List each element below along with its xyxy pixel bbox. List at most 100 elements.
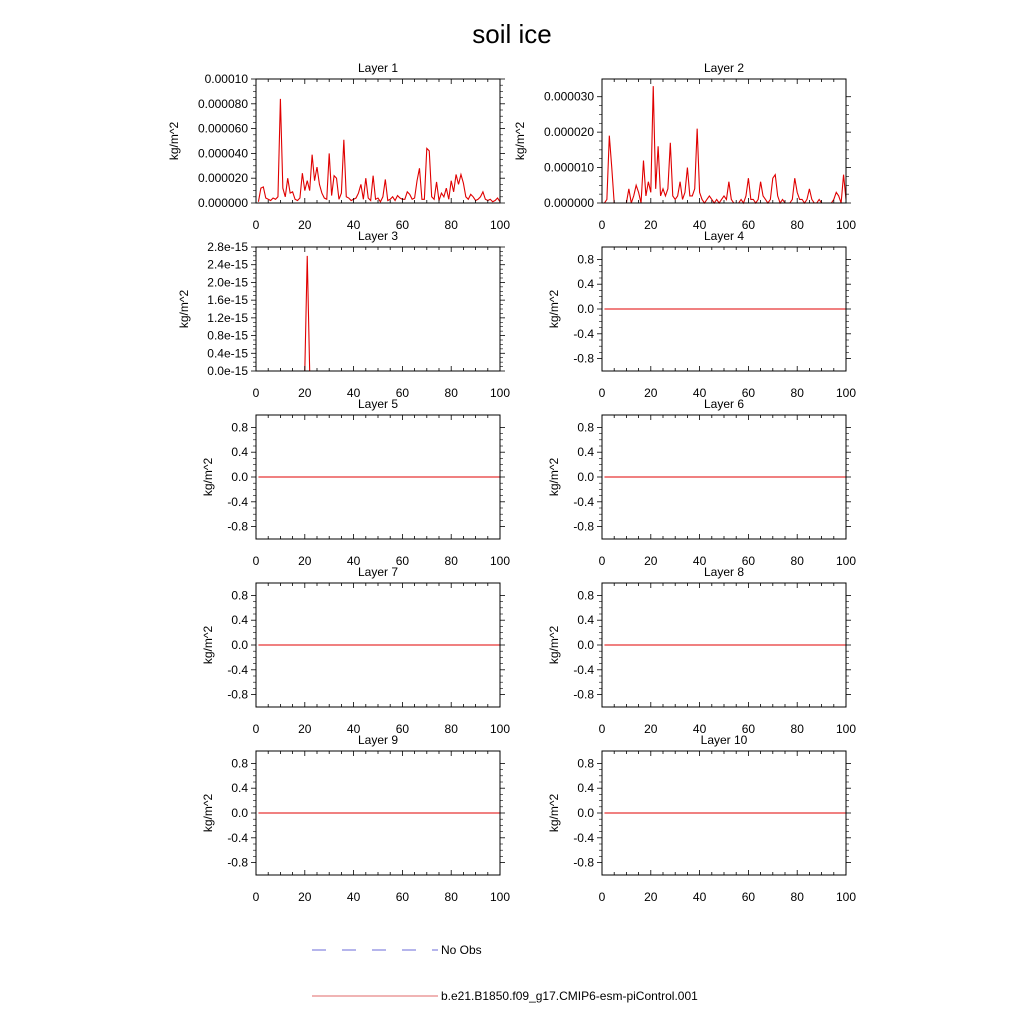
layer-10-x-tick-label: 100	[836, 890, 856, 904]
layer-1-y-tick-label: 0.00010	[205, 72, 249, 86]
layer-10-x-tick-label: 80	[791, 890, 805, 904]
layer-5-x-tick-label: 40	[347, 554, 361, 568]
layer-8-x-tick-label: 100	[836, 722, 856, 736]
layer-7-y-tick-label: 0.8	[231, 588, 248, 602]
layer-9-x-tick-label: 80	[445, 890, 459, 904]
layer-6-x-tick-label: 40	[693, 554, 707, 568]
layer-2-x-tick-label: 20	[644, 218, 658, 232]
layer-3-x-tick-label: 0	[253, 386, 260, 400]
layer-4-y-tick-label: 0.4	[577, 277, 594, 291]
layer-5-panel: Layer 5 0 20 40 60 80 100 -0.8 -0.4 0.0 0.4 0.8 kg/m…	[201, 397, 510, 568]
layer-8-title: Layer 8	[704, 565, 744, 579]
layer-9-x-tick-label: 20	[298, 890, 312, 904]
layer-5-x-tick-label: 100	[490, 554, 510, 568]
layer-1-series-line	[257, 98, 501, 203]
layer-5-x-tick-label: 60	[396, 554, 410, 568]
layer-4-x-tick-label: 20	[644, 386, 658, 400]
layer-8-y-tick-label: -0.8	[573, 688, 594, 702]
layer-4-y-tick-label: 0.8	[577, 252, 594, 266]
layer-8-y-axis-label: kg/m^2	[547, 626, 561, 665]
layer-1-y-tick-label: 0.000040	[198, 146, 248, 160]
layer-7-x-tick-label: 100	[490, 722, 510, 736]
layer-9-y-tick-label: 0.4	[231, 781, 248, 795]
layer-2-y-axis-label: kg/m^2	[513, 122, 527, 161]
layer-1-y-tick-label: 0.000080	[198, 97, 248, 111]
layer-8-y-tick-label: 0.4	[577, 613, 594, 627]
figure-title: soil ice	[472, 19, 551, 49]
layer-6-y-tick-label: 0.4	[577, 445, 594, 459]
layer-1-y-tick-label: 0.000060	[198, 122, 248, 136]
layer-3-y-tick-label: 2.0e-15	[207, 275, 248, 289]
layer-3-series-line	[256, 255, 500, 372]
layer-9-x-tick-label: 40	[347, 890, 361, 904]
layer-3-x-tick-label: 60	[396, 386, 410, 400]
layer-6-x-tick-label: 0	[599, 554, 606, 568]
layer-8-x-tick-label: 80	[791, 722, 805, 736]
layer-2-x-tick-label: 40	[693, 218, 707, 232]
layer-7-y-tick-label: -0.8	[227, 688, 248, 702]
layer-3-x-tick-label: 40	[347, 386, 361, 400]
layer-1-x-tick-label: 20	[298, 218, 312, 232]
layer-5-y-axis-label: kg/m^2	[201, 458, 215, 497]
layer-5-x-tick-label: 20	[298, 554, 312, 568]
layer-10-x-tick-label: 20	[644, 890, 658, 904]
layer-2-x-tick-label: 80	[791, 218, 805, 232]
layer-1-x-tick-label: 60	[396, 218, 410, 232]
layer-10-title: Layer 10	[701, 733, 748, 747]
layer-1-title: Layer 1	[358, 61, 398, 75]
layer-3-x-tick-label: 80	[445, 386, 459, 400]
layer-6-title: Layer 6	[704, 397, 744, 411]
layer-1-y-tick-label: 0.000000	[198, 196, 248, 210]
layer-3-frame	[255, 246, 501, 372]
layer-2-panel: Layer 2 0 20 40 60 80 100 0.000000 0.000010 0.000…	[513, 61, 856, 232]
layer-1-x-tick-label: 80	[445, 218, 459, 232]
layer-4-x-tick-label: 80	[791, 386, 805, 400]
layer-5-title: Layer 5	[358, 397, 398, 411]
layer-2-y-tick-label: 0.000000	[544, 196, 594, 210]
layer-4-title: Layer 4	[704, 229, 744, 243]
layer-1-panel: Layer 1 0 20 40 60 80 100 0.000000 0.000020 0.000…	[167, 61, 510, 232]
layer-10-x-tick-label: 60	[742, 890, 756, 904]
layer-10-y-tick-label: 0.8	[577, 756, 594, 770]
layer-2-x-tick-label: 100	[836, 218, 856, 232]
layer-7-y-tick-label: 0.4	[231, 613, 248, 627]
layer-5-y-tick-label: 0.8	[231, 420, 248, 434]
layer-10-y-tick-label: -0.8	[573, 856, 594, 870]
layer-6-y-axis-label: kg/m^2	[547, 458, 561, 497]
layer-5-x-tick-label: 0	[253, 554, 260, 568]
layer-2-x-tick-label: 0	[599, 218, 606, 232]
layer-9-x-tick-label: 0	[253, 890, 260, 904]
layer-8-x-tick-label: 0	[599, 722, 606, 736]
layer-6-y-tick-label: -0.8	[573, 520, 594, 534]
layer-7-x-tick-label: 40	[347, 722, 361, 736]
layer-7-x-tick-label: 80	[445, 722, 459, 736]
layer-6-x-tick-label: 20	[644, 554, 658, 568]
layer-9-y-tick-label: -0.4	[227, 831, 248, 845]
layer-3-y-tick-label: 0.4e-15	[207, 346, 248, 360]
layer-3-y-tick-label: 2.4e-15	[207, 258, 248, 272]
layer-3-title: Layer 3	[358, 229, 398, 243]
layer-8-y-tick-label: 0.8	[577, 588, 594, 602]
layer-10-y-tick-label: 0.0	[577, 806, 594, 820]
layer-9-panel: Layer 9 0 20 40 60 80 100 -0.8 -0.4 0.0 0.4 0.8 kg/m…	[201, 733, 510, 904]
layer-4-x-tick-label: 60	[742, 386, 756, 400]
layer-4-x-tick-label: 40	[693, 386, 707, 400]
layer-7-y-tick-label: -0.4	[227, 663, 248, 677]
layer-7-y-tick-label: 0.0	[231, 638, 248, 652]
layer-10-y-axis-label: kg/m^2	[547, 794, 561, 833]
layer-6-x-tick-label: 100	[836, 554, 856, 568]
legend: No Obs b.e21.B1850.f09_g17.CMIP6-esm-piCo…	[312, 943, 698, 1003]
layer-8-panel: Layer 8 0 20 40 60 80 100 -0.8 -0.4 0.0 0.4 0.8 kg/m…	[547, 565, 856, 736]
layer-7-x-tick-label: 60	[396, 722, 410, 736]
layer-4-panel: Layer 4 0 20 40 60 80 100 -0.8 -0.4 0.0 0.4 0.8 kg/m…	[547, 229, 856, 400]
layer-7-x-tick-label: 0	[253, 722, 260, 736]
layer-4-y-tick-label: -0.4	[573, 327, 594, 341]
layer-2-y-tick-label: 0.000020	[544, 125, 594, 139]
layer-2-y-tick-label: 0.000010	[544, 161, 594, 175]
layer-8-x-tick-label: 60	[742, 722, 756, 736]
layer-3-y-tick-label: 0.8e-15	[207, 329, 248, 343]
layer-9-x-tick-label: 100	[490, 890, 510, 904]
layer-3-panel: Layer 3 0 20 40 60 80 100 0.0e-15 0.4e-15 0.8e-15…	[177, 229, 510, 400]
layer-7-panel: Layer 7 0 20 40 60 80 100 -0.8 -0.4 0.0 0.4 0.8 kg/m…	[201, 565, 510, 736]
